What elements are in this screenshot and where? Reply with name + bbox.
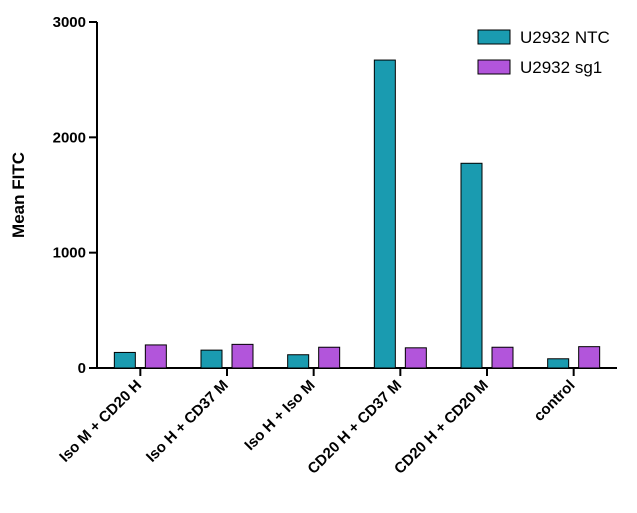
x-tick-label: control xyxy=(531,377,579,425)
x-tick-label: CD20 H + CD37 M xyxy=(304,377,405,478)
y-tick-label: 3000 xyxy=(53,14,86,31)
legend-swatch xyxy=(477,29,511,45)
legend-label: U2932 NTC xyxy=(520,28,610,47)
legend: U2932 NTC U2932 sg1 xyxy=(477,28,610,77)
bar xyxy=(460,162,483,369)
y-tick-label: 1000 xyxy=(53,245,86,262)
bars xyxy=(113,59,601,369)
bar xyxy=(113,351,136,369)
y-tick-label: 0 xyxy=(78,360,86,377)
x-tick-label: Iso H + Iso M xyxy=(241,377,318,454)
x-tick-label: Iso M + CD20 H xyxy=(56,377,145,466)
bar xyxy=(287,354,310,369)
bar xyxy=(491,346,514,369)
bar xyxy=(547,358,570,369)
bar xyxy=(404,347,427,369)
y-axis: 0 1000 2000 3000 xyxy=(53,14,98,377)
x-tick-label: Iso H + CD37 M xyxy=(143,377,232,466)
y-axis-label: Mean FITC xyxy=(9,152,28,238)
legend-swatch xyxy=(477,59,511,75)
bar xyxy=(578,346,601,369)
bar xyxy=(318,346,341,369)
bar xyxy=(373,59,396,369)
x-tick-label: CD20 H + CD20 M xyxy=(391,377,492,478)
bar xyxy=(200,349,223,369)
y-tick-label: 2000 xyxy=(53,129,86,146)
bar xyxy=(231,343,254,369)
bar xyxy=(144,344,167,369)
legend-label: U2932 sg1 xyxy=(520,58,602,77)
